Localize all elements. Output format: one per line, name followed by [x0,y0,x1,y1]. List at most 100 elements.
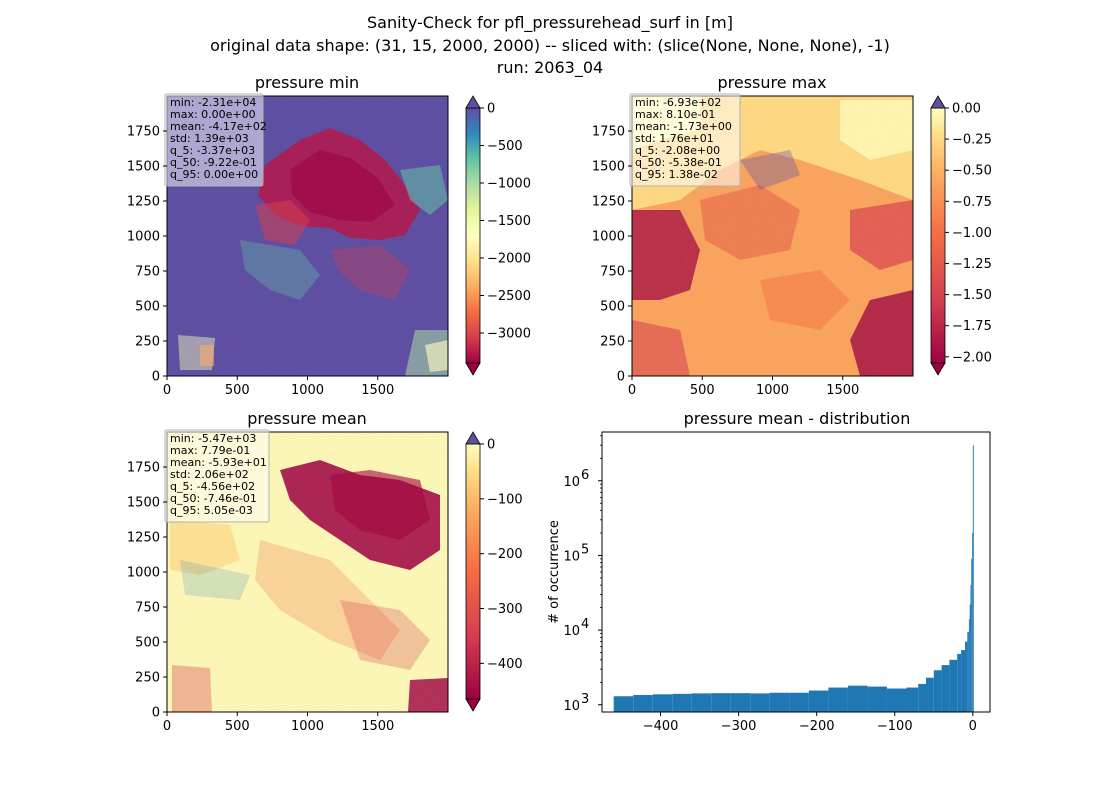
histogram-bar [965,641,968,712]
x-tick-label: −400 [643,719,679,734]
y-tick-label: 750 [135,265,160,280]
histogram-bar [769,692,790,712]
colorbar-tick-label: −200 [487,547,523,562]
y-tick-label: 500 [600,300,625,315]
figure-title-line2: original data shape: (31, 15, 2000, 2000… [210,36,890,55]
colorbar-ticks: 0 −100 −200 −300 −400 [480,438,523,672]
x-tick-label: −200 [799,719,835,734]
stat-line: max: 0.00e+00 [170,108,256,121]
y-axis-ticks: 0 250 500 750 1000 1250 1500 1750 [127,125,167,385]
histogram-bar [886,688,907,712]
y-tick-label: 250 [135,335,160,350]
y-tick-label: 250 [600,335,625,350]
y-tick-label: 1250 [592,195,625,210]
panel-pressure-min: pressure min min: -2.31e+04 max: 0.00e+0… [127,73,531,398]
x-tick-label: 0 [163,719,171,734]
axes-frame [601,431,991,713]
colorbar-tick-label: −1.75 [952,319,992,334]
histogram-bar [961,650,966,712]
x-tick-label: 1000 [291,383,324,398]
histogram-bar [972,532,973,712]
stat-line: q_95: 5.05e-03 [170,504,253,517]
stat-line: max: 7.79e-01 [170,444,250,457]
heatmap-pressure-min [167,96,448,376]
y-tick-label: 750 [135,601,160,616]
y-tick-label: 1000 [127,566,160,581]
stat-line: min: -6.93e+02 [635,96,721,109]
stat-line: std: 1.39e+03 [170,132,249,145]
x-tick-label: 1500 [361,719,394,734]
x-tick-label: 0 [163,383,171,398]
stat-line: q_5: -2.08e+00 [635,144,720,157]
colorbar-tick-label: −1.00 [952,226,992,241]
colorbar-pressure-min [465,95,481,376]
y-axis-label: # of occurrence [547,520,562,624]
colorbar-tick-label: −2000 [487,252,531,267]
histogram-bar [967,631,969,712]
y-tick-label: 250 [135,671,160,686]
figure-title-line3: run: 2063_04 [497,58,603,78]
panel-pressure-max: pressure max min: -6.93e+02 max: 8.10e-0… [592,73,992,398]
x-tick-label: 500 [225,719,250,734]
histogram-bar [613,696,634,712]
histogram-bar [918,683,926,712]
axes-title-pressure-mean: pressure mean [247,409,367,428]
y-tick-label: 0 [152,370,160,385]
histogram-bar [867,686,887,712]
axes-title-pressure-min: pressure min [255,73,359,92]
colorbar-tick-label: −300 [487,602,523,617]
y-tick-label: 1500 [127,496,160,511]
axes-title-distribution: pressure mean - distribution [684,409,911,428]
y-tick-label: 1500 [592,160,625,175]
panel-pressure-mean: pressure mean min: -5.47e+03 max: 7.79e-… [127,409,523,734]
colorbar-tick-label: −1000 [487,177,531,192]
y-tick-label: 1000 [127,230,160,245]
x-axis-ticks: 0 500 1000 1500 [628,376,859,398]
x-tick-label: 1000 [756,383,789,398]
x-axis-ticks: 0 500 1000 1500 [163,712,394,734]
stat-line: q_50: -9.22e-01 [170,156,257,169]
stat-line: q_50: -7.46e-01 [170,492,257,505]
y-axis-ticks: 0 250 500 750 1000 1250 1500 1750 [127,461,167,721]
stat-line: mean: -4.17e+02 [170,120,267,133]
stat-line: q_5: -4.56e+02 [170,480,255,493]
axes-title-pressure-max: pressure max [717,73,826,92]
y-tick-exponent: 4 [581,617,589,632]
histogram-bar [970,585,972,712]
colorbar-tick-label: −0.75 [952,195,992,210]
x-tick-label: 0 [969,719,977,734]
stat-line: q_5: -3.37e+03 [170,144,255,157]
stat-line: std: 1.76e+01 [635,132,714,145]
histogram-bar [933,670,942,712]
colorbar-tick-label: −0.50 [952,164,992,179]
colorbar-ticks: 0 −500 −1000 −1500 −2000 −2500 −3000 [480,102,531,342]
stats-box-pressure-mean: min: -5.47e+03 max: 7.79e-01 mean: -5.93… [164,429,270,523]
histogram-bar [711,693,731,712]
y-tick-label: 0 [152,706,160,721]
histogram-bar [730,693,751,712]
colorbar-tick-label: −1.25 [952,257,992,272]
x-tick-label: 1000 [291,719,324,734]
stat-line: std: 2.06e+02 [170,468,249,481]
x-tick-label: −300 [721,719,757,734]
colorbar-tick-label: 0.00 [952,102,981,117]
y-tick-label: 1750 [127,461,160,476]
histogram-bar [847,685,868,712]
y-tick-label: 1000 [592,230,625,245]
y-tick-label: 1250 [127,531,160,546]
stat-line: min: -2.31e+04 [170,96,256,109]
panel-distribution: pressure mean - distribution −400 −300 −20… [547,409,991,734]
histogram-bar [789,692,809,712]
colorbar-tick-label: 0 [487,102,495,117]
x-tick-label: −100 [877,719,913,734]
figure-title-line1: Sanity-Check for pfl_pressurehead_surf i… [367,13,733,33]
histogram-bars [613,445,974,712]
stat-line: max: 8.10e-01 [635,108,715,121]
y-tick-label: 10 [563,624,580,639]
colorbar-tick-label: −1500 [487,214,531,229]
y-tick-label: 1750 [592,125,625,140]
histogram-bar [971,558,973,712]
histogram-bar [972,445,974,712]
stat-line: q_50: -5.38e-01 [635,156,722,169]
